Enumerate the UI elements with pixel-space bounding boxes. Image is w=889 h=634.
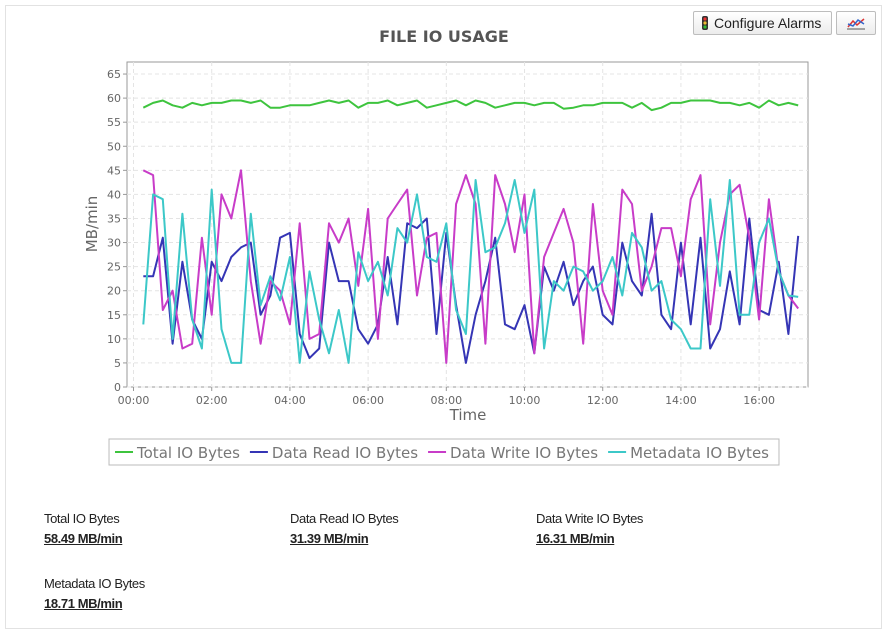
series-line	[143, 212, 800, 364]
x-tick-label: 02:00	[196, 394, 228, 407]
summary-value[interactable]: 18.71 MB/min	[44, 596, 123, 611]
series-line	[142, 169, 799, 364]
legend-label: Data Write IO Bytes	[450, 444, 598, 462]
summary-item: Metadata IO Bytes 18.71 MB/min	[44, 576, 145, 611]
y-tick-label: 0	[114, 381, 121, 394]
series-line	[142, 179, 799, 364]
summary-value[interactable]: 31.39 MB/min	[290, 531, 369, 546]
legend-box	[108, 438, 780, 466]
x-tick-label: 08:00	[430, 394, 462, 407]
chart-icon	[847, 18, 865, 30]
y-tick-label: 45	[107, 164, 121, 177]
y-axis-label: MB/min	[83, 196, 101, 253]
legend-label: Total IO Bytes	[136, 444, 240, 462]
summary-label: Total IO Bytes	[44, 511, 120, 526]
x-axis-label: Time	[449, 406, 487, 424]
y-tick-label: 20	[107, 285, 121, 298]
y-tick-label: 15	[107, 309, 121, 322]
x-tick-label: 16:00	[743, 394, 775, 407]
y-tick-label: 30	[107, 237, 121, 250]
configure-alarms-button[interactable]: Configure Alarms	[693, 11, 832, 35]
y-tick-label: 5	[114, 357, 121, 370]
chart: FILE IO USAGE Time MB/min 0 5 10 15 20 25 30 35…	[83, 27, 809, 466]
panel	[5, 5, 882, 629]
summary-label: Data Read IO Bytes	[290, 511, 399, 526]
y-tick-label: 65	[107, 68, 121, 81]
y-tick-label: 50	[107, 140, 121, 153]
y-tick-label: 55	[107, 116, 121, 129]
x-tick-label: 12:00	[587, 394, 619, 407]
x-tick-label: 04:00	[274, 394, 306, 407]
summary-label: Metadata IO Bytes	[44, 576, 145, 591]
legend: Total IO Bytes Data Read IO Bytes Data Wri…	[108, 438, 780, 466]
x-tick-label: 06:00	[352, 394, 384, 407]
legend-label: Metadata IO Bytes	[630, 444, 769, 462]
plot-area	[126, 61, 809, 388]
summary-item: Data Write IO Bytes 16.31 MB/min	[536, 511, 643, 546]
summary-value[interactable]: 58.49 MB/min	[44, 531, 123, 546]
summary-label: Data Write IO Bytes	[536, 511, 644, 526]
summary-item: Data Read IO Bytes 31.39 MB/min	[290, 511, 399, 546]
chart-title: FILE IO USAGE	[379, 27, 509, 46]
button-label: Configure Alarms	[714, 15, 822, 31]
x-tick-label: 14:00	[665, 394, 697, 407]
chart-type-button[interactable]	[836, 11, 876, 35]
y-tick-label: 60	[107, 92, 121, 105]
y-tick-label: 10	[107, 333, 121, 346]
x-tick-label: 00:00	[118, 394, 150, 407]
y-tick-label: 40	[107, 188, 121, 201]
legend-label: Data Read IO Bytes	[272, 444, 418, 462]
summary-value[interactable]: 16.31 MB/min	[536, 531, 615, 546]
series-line	[142, 99, 799, 112]
y-tick-label: 35	[107, 212, 121, 225]
summary-item: Total IO Bytes 58.49 MB/min	[44, 511, 123, 546]
y-tick-label: 25	[107, 261, 121, 274]
x-tick-label: 10:00	[509, 394, 541, 407]
alarm-icon	[702, 16, 708, 30]
